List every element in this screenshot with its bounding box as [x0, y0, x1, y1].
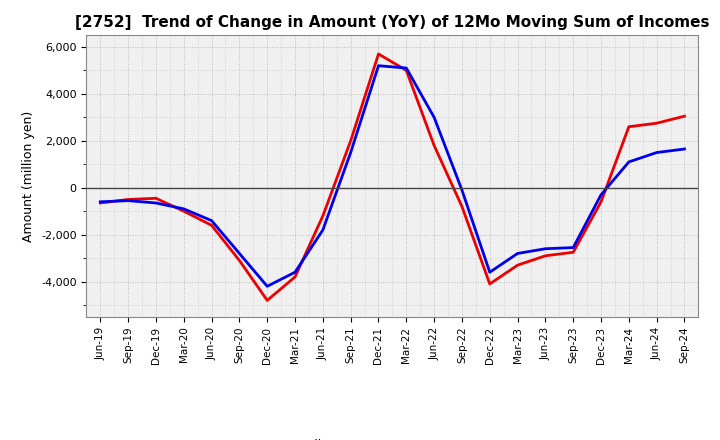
Net Income — [318, 213, 327, 219]
Ordinary Income — [346, 150, 355, 155]
Net Income — [652, 121, 661, 126]
Net Income — [179, 209, 188, 214]
Net Income — [207, 223, 216, 228]
Net Income — [374, 51, 383, 57]
Net Income — [96, 200, 104, 205]
Ordinary Income — [513, 251, 522, 256]
Ordinary Income — [263, 284, 271, 289]
Net Income — [124, 197, 132, 202]
Ordinary Income — [124, 198, 132, 203]
Ordinary Income — [291, 270, 300, 275]
Ordinary Income — [485, 270, 494, 275]
Ordinary Income — [458, 187, 467, 193]
Net Income — [624, 124, 633, 129]
Net Income — [569, 249, 577, 255]
Net Income — [402, 68, 410, 73]
Line: Net Income: Net Income — [100, 54, 685, 301]
Ordinary Income — [235, 251, 243, 256]
Ordinary Income — [207, 218, 216, 223]
Net Income — [263, 298, 271, 303]
Net Income — [513, 263, 522, 268]
Net Income — [346, 138, 355, 143]
Net Income — [680, 114, 689, 119]
Net Income — [430, 143, 438, 148]
Title: [2752]  Trend of Change in Amount (YoY) of 12Mo Moving Sum of Incomes: [2752] Trend of Change in Amount (YoY) o… — [75, 15, 710, 30]
Ordinary Income — [96, 199, 104, 205]
Net Income — [485, 281, 494, 286]
Ordinary Income — [318, 227, 327, 233]
Y-axis label: Amount (million yen): Amount (million yen) — [22, 110, 35, 242]
Ordinary Income — [430, 115, 438, 120]
Ordinary Income — [597, 192, 606, 198]
Net Income — [541, 253, 550, 258]
Net Income — [597, 199, 606, 205]
Legend: Ordinary Income, Net Income: Ordinary Income, Net Income — [248, 434, 536, 440]
Net Income — [291, 274, 300, 279]
Ordinary Income — [652, 150, 661, 155]
Line: Ordinary Income: Ordinary Income — [100, 66, 685, 286]
Ordinary Income — [541, 246, 550, 251]
Ordinary Income — [680, 147, 689, 152]
Net Income — [152, 196, 161, 201]
Ordinary Income — [624, 159, 633, 165]
Net Income — [458, 204, 467, 209]
Net Income — [235, 258, 243, 263]
Ordinary Income — [152, 200, 161, 205]
Ordinary Income — [179, 206, 188, 212]
Ordinary Income — [569, 245, 577, 250]
Ordinary Income — [402, 66, 410, 71]
Ordinary Income — [374, 63, 383, 68]
